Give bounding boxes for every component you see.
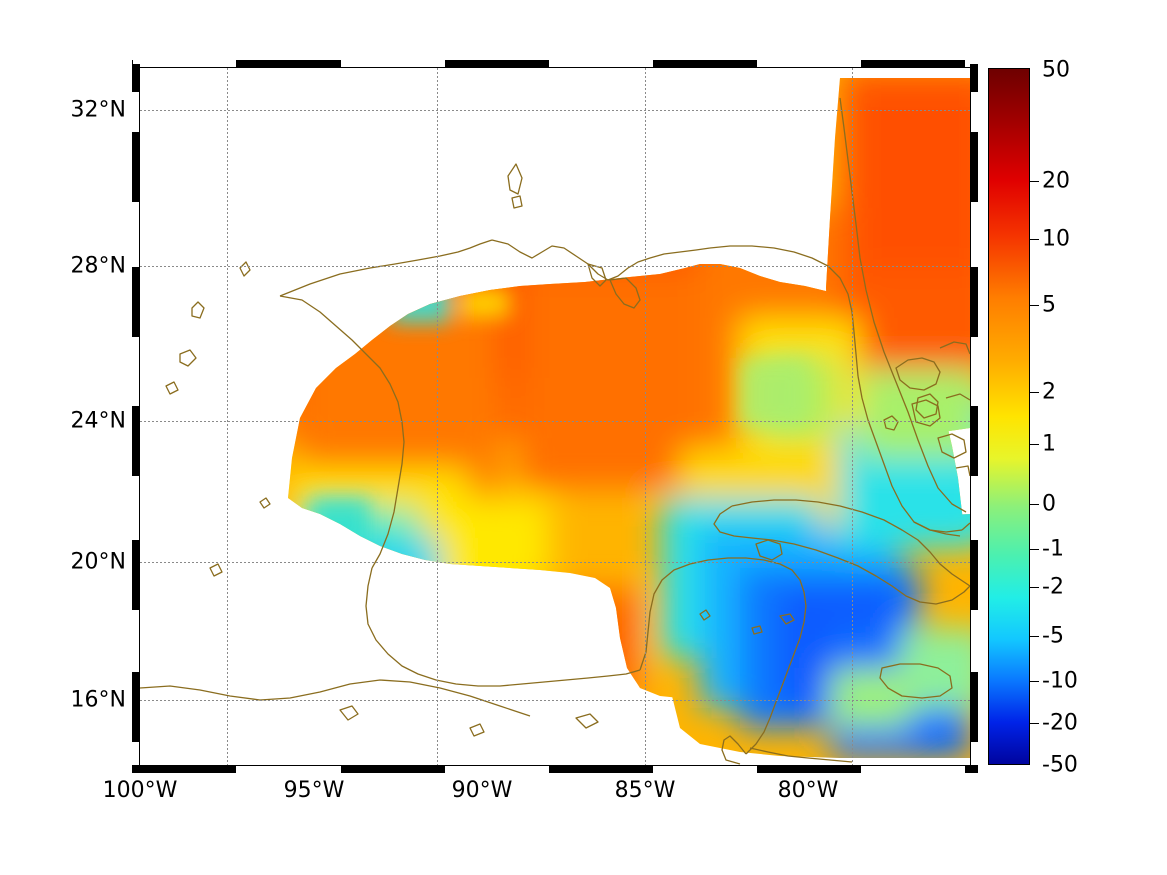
frame-checker (132, 540, 140, 610)
colorbar-tick (1030, 636, 1039, 637)
colorbar-label-n1: -1 (1042, 536, 1064, 562)
colorbar-tick (1030, 305, 1039, 306)
frame-checker (965, 765, 978, 773)
colorbar-label-10: 10 (1042, 226, 1070, 252)
colorbar-tick (1030, 723, 1039, 724)
gridline-lat-20 (140, 562, 970, 563)
y-tick-label-2: 24°N (70, 408, 126, 434)
colorbar (988, 68, 1039, 765)
frame-checker (236, 60, 341, 68)
gridline-lon-95 (227, 68, 228, 765)
gridline-lon-90 (437, 68, 438, 765)
x-tick-label-1: 95°W (283, 778, 345, 803)
x-tick-label-0: 100°W (102, 778, 178, 803)
colorbar-tick (1030, 181, 1039, 182)
frame-checker (970, 132, 978, 202)
y-tick-label-1: 28°N (70, 253, 126, 279)
frame-checker (970, 267, 978, 337)
x-tick-label-3: 85°W (614, 778, 676, 803)
frame-checker (757, 765, 861, 773)
colorbar-tick (1030, 587, 1039, 588)
colorbar-label-n20: -20 (1042, 710, 1078, 736)
map-plot-area (140, 68, 970, 765)
colorbar-label-n5: -5 (1042, 623, 1064, 649)
y-tick-label-4: 16°N (70, 687, 126, 713)
frame-checker (132, 672, 140, 742)
frame-checker (132, 765, 236, 773)
colorbar-label-n2: -2 (1042, 574, 1064, 600)
colorbar-label-1: 1 (1042, 431, 1056, 457)
gridline-lon-85 (645, 68, 646, 765)
gridline-lat-16 (140, 700, 970, 701)
colorbar-label-20: 20 (1042, 168, 1070, 194)
colorbar-label-50: 50 (1042, 57, 1070, 83)
gridline-lat-32 (140, 110, 970, 111)
frame-checker (970, 406, 978, 476)
frame-checker (132, 267, 140, 337)
colorbar-tick (1030, 444, 1039, 445)
map-clip (140, 68, 970, 765)
x-tick-label-4: 80°W (777, 778, 839, 803)
map-frame-top (132, 60, 978, 68)
colorbar-label-0: 0 (1042, 491, 1056, 517)
frame-checker (549, 765, 653, 773)
colorbar-gradient (988, 68, 1030, 765)
frame-checker (970, 64, 978, 92)
colorbar-label-n10: -10 (1042, 668, 1078, 694)
colorbar-label-n50: -50 (1042, 752, 1078, 778)
frame-checker (341, 765, 445, 773)
y-tick-label-0: 32°N (70, 97, 126, 123)
colorbar-label-5: 5 (1042, 292, 1056, 318)
colorbar-tick (1030, 392, 1039, 393)
frame-checker (132, 64, 140, 92)
frame-checker (970, 540, 978, 610)
x-tick-label-2: 90°W (451, 778, 513, 803)
colorbar-label-2: 2 (1042, 379, 1056, 405)
gridline-lon-80 (852, 68, 853, 765)
gridline-lat-28 (140, 266, 970, 267)
frame-checker (132, 132, 140, 202)
map-data-layer (140, 78, 970, 765)
frame-checker (970, 672, 978, 742)
colorbar-tick (1030, 504, 1039, 505)
gridline-lat-24 (140, 421, 970, 422)
y-tick-label-3: 20°N (70, 549, 126, 575)
frame-checker (861, 60, 965, 68)
frame-checker (445, 60, 549, 68)
frame-checker (132, 406, 140, 476)
colorbar-tick (1030, 549, 1039, 550)
colorbar-tick (1030, 681, 1039, 682)
frame-checker (653, 60, 757, 68)
colorbar-tick (1030, 239, 1039, 240)
